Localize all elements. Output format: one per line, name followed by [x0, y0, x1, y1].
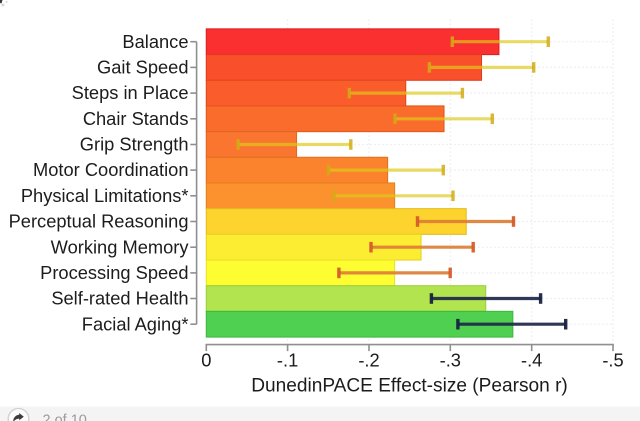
svg-text:Self-rated Health: Self-rated Health — [51, 288, 188, 309]
svg-text:Processing Speed: Processing Speed — [40, 262, 188, 283]
svg-text:Balance: Balance — [122, 31, 188, 52]
svg-text:Facial Aging*: Facial Aging* — [82, 313, 189, 334]
svg-text:0: 0 — [201, 350, 211, 371]
svg-text:Perceptual Reasoning: Perceptual Reasoning — [9, 211, 189, 232]
svg-text:Physical Limitations*: Physical Limitations* — [21, 185, 189, 206]
svg-text:Steps in Place: Steps in Place — [72, 82, 189, 103]
svg-text:-.1: -.1 — [277, 350, 298, 371]
svg-text:Grip Strength: Grip Strength — [80, 134, 189, 155]
svg-text:Chair Stands: Chair Stands — [83, 108, 189, 129]
svg-text:Gait Speed: Gait Speed — [97, 57, 188, 78]
svg-text:-.3: -.3 — [440, 350, 461, 371]
svg-text:DunedinPACE Effect-size (Pears: DunedinPACE Effect-size (Pearson r) — [251, 376, 568, 397]
svg-text:-.5: -.5 — [602, 350, 623, 371]
svg-text:-.2: -.2 — [358, 350, 379, 371]
svg-text:-.4: -.4 — [521, 350, 542, 371]
svg-text:Motor Coordination: Motor Coordination — [33, 159, 188, 180]
svg-text:2 of 10: 2 of 10 — [43, 413, 87, 421]
svg-text:Working Memory: Working Memory — [51, 236, 190, 257]
